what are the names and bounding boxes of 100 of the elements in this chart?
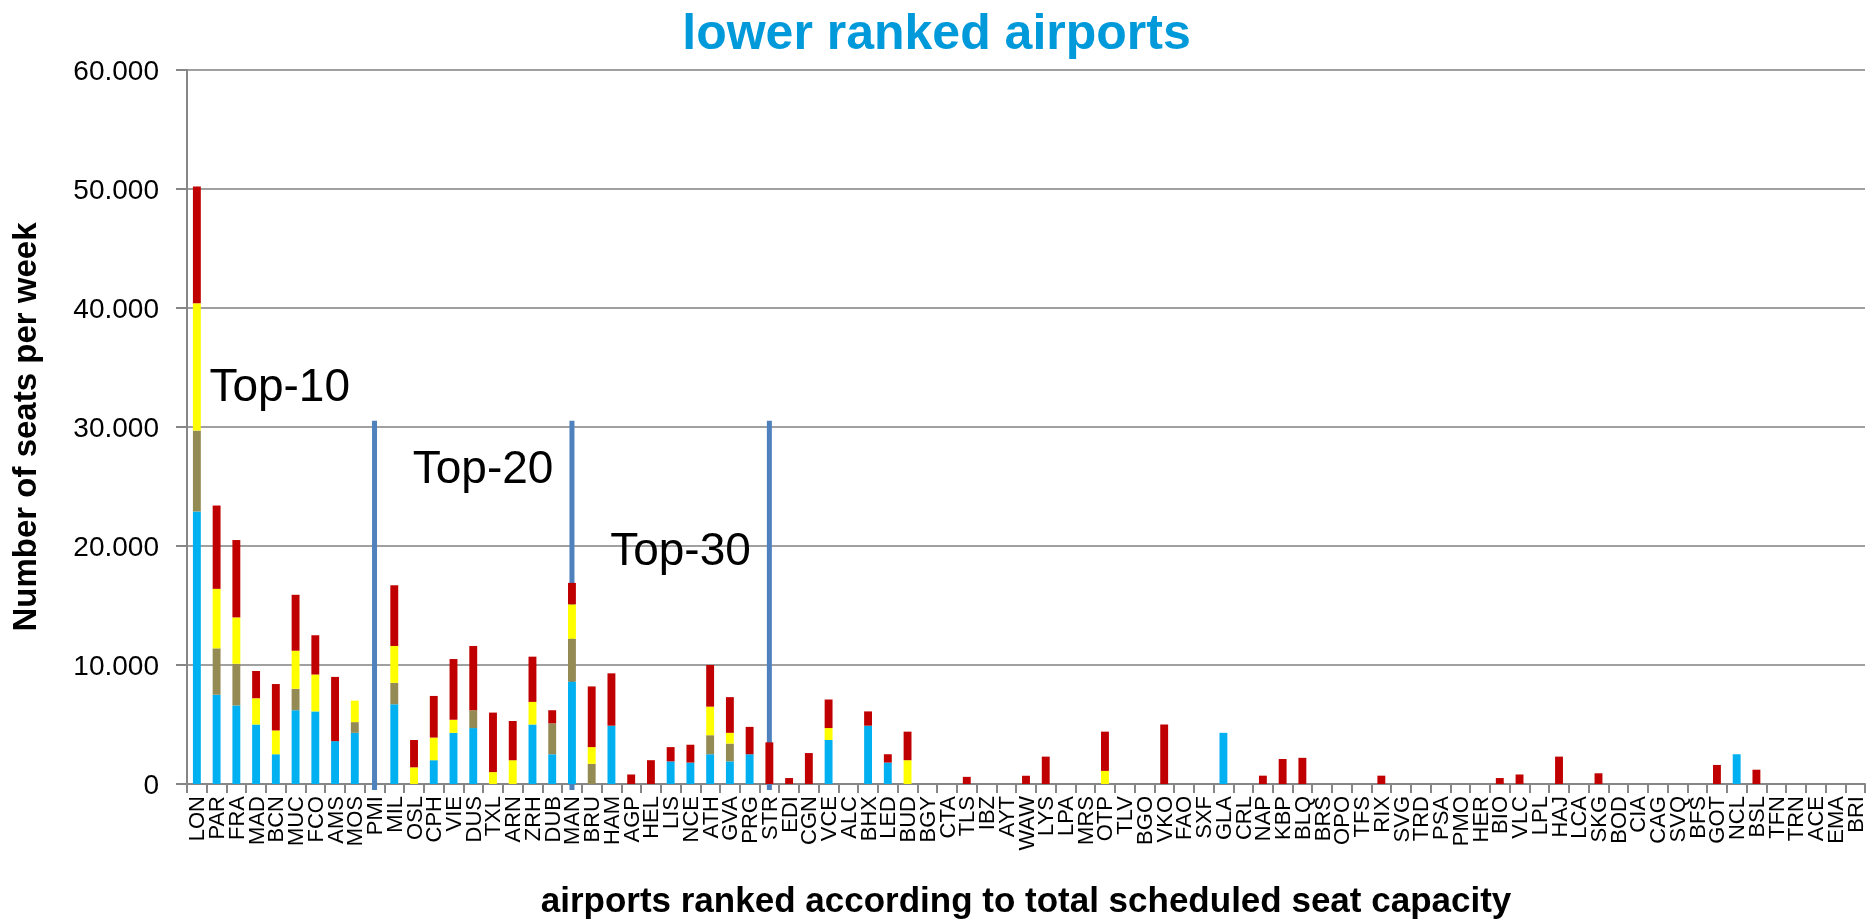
bar (1712, 764, 1721, 784)
bar (568, 638, 576, 682)
y-tick-label: 20.000 (73, 530, 159, 562)
bar (725, 697, 734, 733)
ref-line-label: Top-10 (209, 358, 351, 411)
bar (1752, 769, 1761, 784)
bar (212, 694, 221, 784)
bar (864, 711, 873, 726)
bar (903, 760, 912, 784)
bar (192, 186, 201, 304)
bar (548, 723, 557, 755)
bar (271, 730, 280, 755)
bar (745, 726, 754, 755)
bar (350, 732, 359, 784)
bar (291, 594, 300, 651)
bar (824, 739, 833, 784)
bar (824, 699, 833, 729)
bar (252, 698, 261, 725)
bar (212, 648, 221, 695)
bar (192, 303, 201, 431)
bar (508, 760, 517, 784)
bar (311, 635, 320, 675)
bar (568, 604, 576, 639)
bar (331, 741, 340, 784)
bar (1555, 756, 1563, 784)
bar (390, 704, 399, 784)
y-tick-label: 60.000 (73, 54, 159, 86)
bar (962, 776, 971, 784)
bar (291, 650, 300, 689)
bar (252, 724, 261, 784)
bar (232, 540, 241, 618)
bar (291, 710, 300, 784)
bar (666, 747, 675, 762)
bar (311, 711, 320, 784)
bar (587, 686, 596, 748)
bar (1041, 756, 1050, 784)
bar (646, 760, 655, 784)
bar (864, 725, 873, 784)
bar (1594, 773, 1603, 784)
bar (410, 739, 418, 768)
bar (410, 767, 418, 784)
bar (271, 754, 280, 784)
bar (568, 582, 576, 605)
bar (469, 728, 478, 784)
chart-title: lower ranked airports (682, 4, 1191, 60)
bar (568, 681, 576, 784)
bar (489, 712, 497, 773)
y-tick-label: 40.000 (73, 292, 159, 324)
bar (1298, 757, 1307, 784)
bar (587, 763, 596, 784)
bar (686, 744, 695, 763)
bar (252, 670, 261, 699)
bar (1495, 778, 1504, 784)
bar (824, 728, 833, 740)
bar (706, 735, 715, 755)
bar (528, 701, 537, 725)
bar (883, 754, 892, 763)
bar (607, 725, 616, 784)
bar (627, 774, 636, 784)
bar (1101, 731, 1109, 771)
bar (212, 505, 221, 589)
bar (192, 511, 201, 784)
bar (1377, 775, 1386, 784)
bar (232, 617, 241, 664)
y-tick-label: 0 (143, 768, 159, 800)
bar (725, 761, 734, 784)
ref-line-label: Top-30 (610, 522, 751, 575)
bar (1515, 774, 1524, 784)
bar (785, 778, 794, 784)
bar (804, 753, 813, 784)
bar (291, 688, 300, 711)
y-axis-title: Number of seats per week (6, 221, 43, 632)
bar (725, 743, 734, 762)
bar (1101, 770, 1109, 784)
bar (390, 585, 399, 646)
bar (311, 674, 320, 712)
bar (607, 673, 616, 726)
bar (429, 760, 438, 784)
bar (548, 710, 557, 724)
bar (706, 754, 715, 784)
bar (1160, 724, 1169, 784)
bar (548, 754, 557, 784)
bar (429, 737, 438, 761)
bar (212, 588, 221, 649)
bar (429, 695, 438, 738)
bar (903, 731, 912, 761)
bar (232, 663, 241, 706)
bar (350, 722, 359, 733)
y-tick-label: 30.000 (73, 411, 159, 443)
bar (1022, 775, 1030, 784)
bar (1219, 732, 1228, 784)
bar (745, 754, 754, 784)
y-tick-label: 50.000 (73, 173, 159, 205)
x-axis-title: airports ranked according to total scheduled seat capacity (540, 880, 1512, 919)
bar (1278, 759, 1287, 784)
bar (390, 645, 399, 683)
bar (765, 742, 774, 784)
bar (390, 682, 399, 705)
bar (232, 705, 241, 784)
bar (469, 710, 478, 729)
